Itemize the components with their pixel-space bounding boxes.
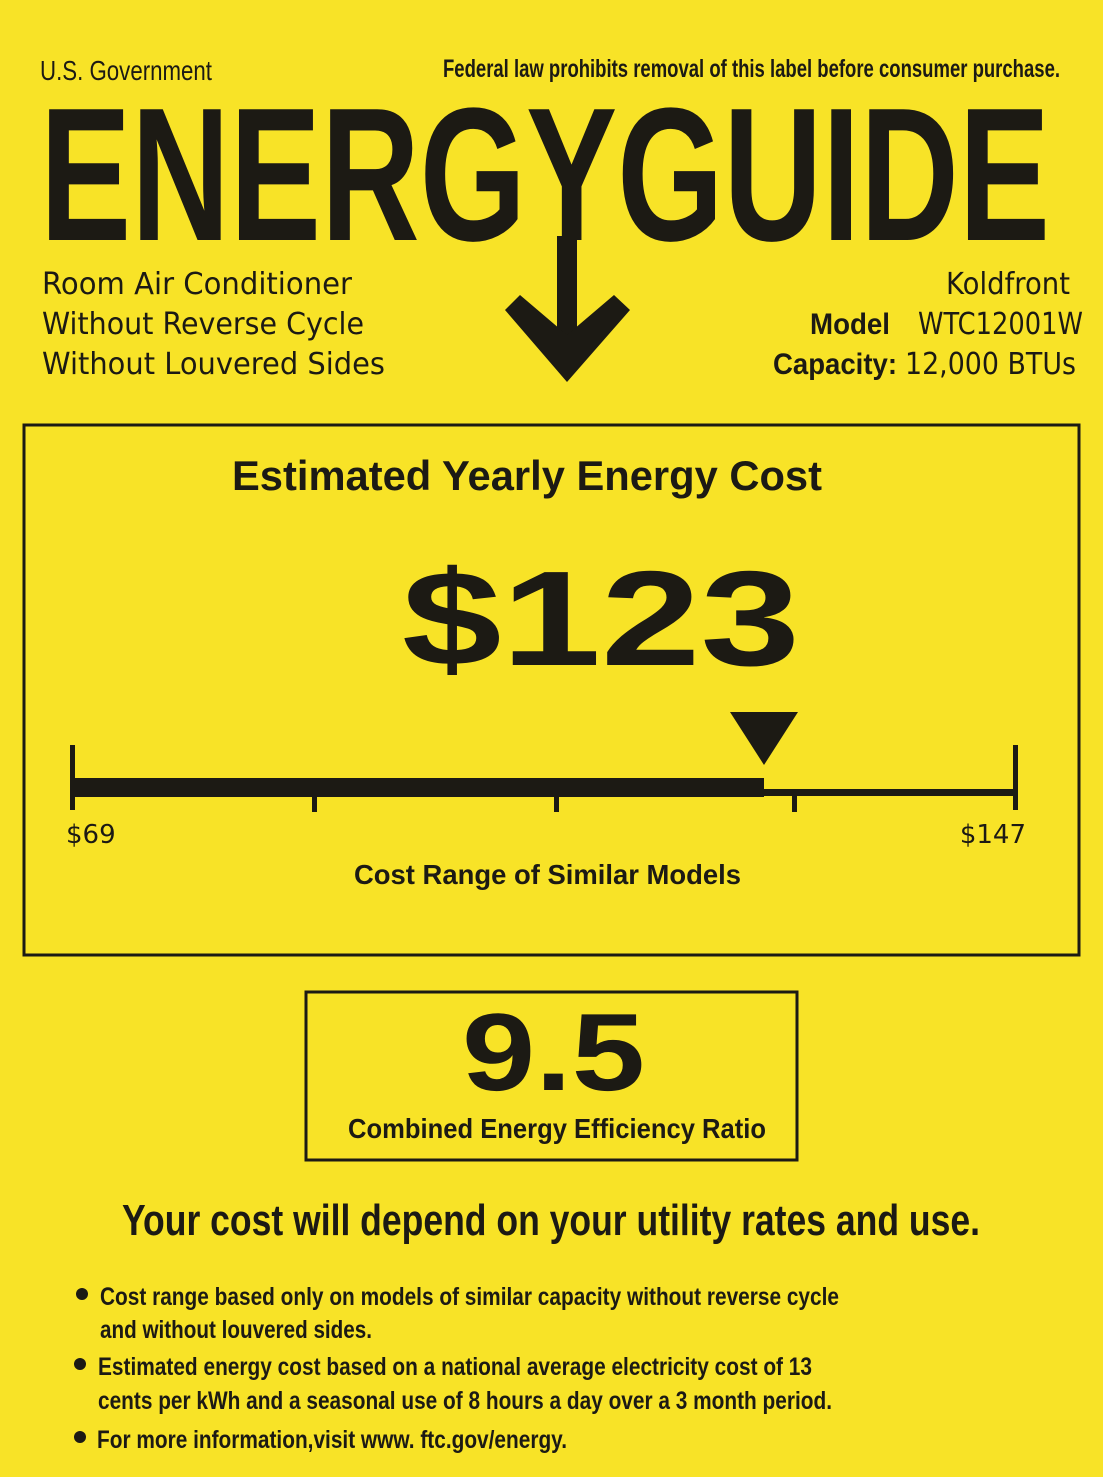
brand-name: Koldfront (946, 267, 1070, 302)
bullet-icon (74, 1358, 86, 1370)
bullet-icon (76, 1288, 88, 1300)
issuer-text: U.S. Government (40, 55, 212, 86)
cost-value: $123 (402, 543, 800, 694)
removal-notice: Federal law prohibits removal of this la… (443, 55, 1060, 83)
capacity-label: Capacity: (773, 348, 897, 381)
note-1-line-2: and without louvered sides. (100, 1316, 372, 1344)
scale-remaining-line (764, 789, 1016, 796)
bullet-icon (74, 1431, 86, 1443)
note-2-line-1: Estimated energy cost based on a nationa… (98, 1353, 812, 1381)
capacity-value: 12,000 BTUs (905, 347, 1076, 382)
product-feature-reverse-cycle: Without Reverse Cycle (42, 307, 364, 342)
range-label: Cost Range of Similar Models (354, 859, 741, 890)
efficiency-label: Combined Energy Efficiency Ratio (348, 1113, 766, 1144)
model-number: WTC12001W (918, 307, 1083, 342)
note-2-line-2: cents per kWh and a seasonal use of 8 ho… (98, 1387, 832, 1415)
scale-tick (792, 795, 797, 812)
cost-title: Estimated Yearly Energy Cost (232, 452, 822, 499)
triangle-down-icon (730, 712, 798, 765)
range-max: $147 (960, 820, 1026, 850)
efficiency-value: 9.5 (462, 991, 645, 1114)
scale-filled-bar (72, 778, 764, 797)
energyguide-logo: ENERGYGUIDE (40, 69, 1050, 281)
scale-tick (554, 795, 559, 812)
product-type: Room Air Conditioner (42, 267, 353, 302)
efficiency-box (304, 990, 799, 1162)
cost-range-scale (70, 712, 1018, 812)
disclaimer: Your cost will depend on your utility ra… (122, 1196, 980, 1245)
range-min: $69 (66, 820, 116, 850)
scale-tick (312, 795, 317, 812)
cost-box (22, 423, 1081, 957)
scale-left-end (70, 745, 75, 810)
note-3-link[interactable]: For more information,visit www. ftc.gov/… (97, 1426, 567, 1454)
model-label: Model (810, 308, 890, 341)
scale-right-end (1013, 745, 1018, 810)
down-arrow-icon (505, 236, 630, 382)
note-1-line-1: Cost range based only on models of simil… (100, 1283, 839, 1311)
product-feature-louvered: Without Louvered Sides (42, 347, 385, 382)
